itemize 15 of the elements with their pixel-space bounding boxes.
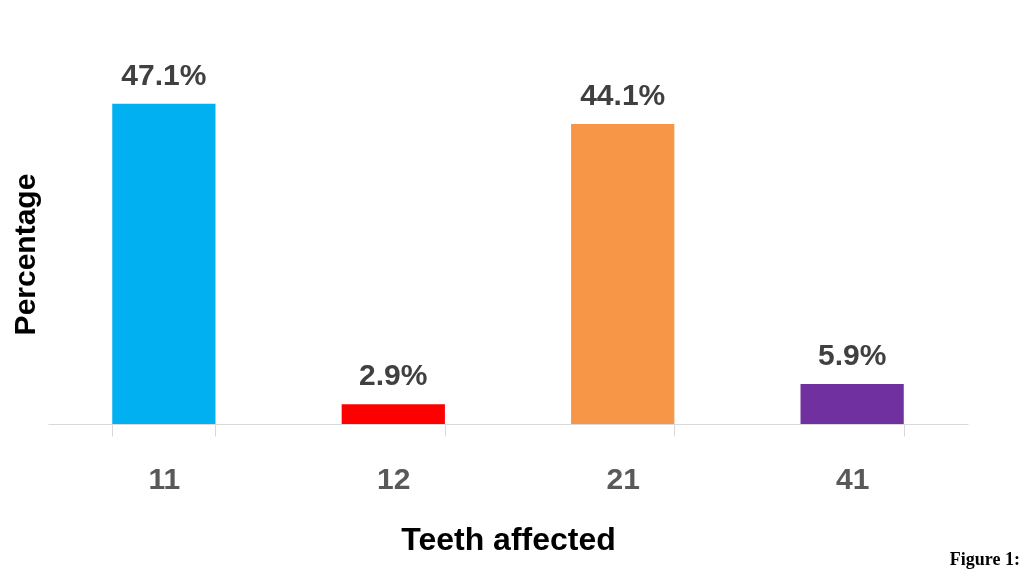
y-axis-title: Percentage (7, 173, 41, 336)
x-tick-label: 12 (377, 461, 411, 495)
data-label: 47.1% (121, 57, 207, 91)
bar (341, 404, 445, 424)
x-tick-label: 11 (148, 461, 181, 495)
data-label: 5.9% (817, 337, 887, 371)
x-tick-label: 21 (606, 461, 640, 495)
caption: Figure 1: (949, 549, 1020, 570)
x-axis-title: Teeth affected (401, 520, 616, 557)
bar (571, 124, 675, 424)
bar (800, 383, 904, 424)
data-label: 44.1% (580, 78, 666, 112)
data-label: 2.9% (359, 358, 428, 392)
bar (112, 103, 216, 424)
x-tick-label: 41 (835, 461, 870, 495)
